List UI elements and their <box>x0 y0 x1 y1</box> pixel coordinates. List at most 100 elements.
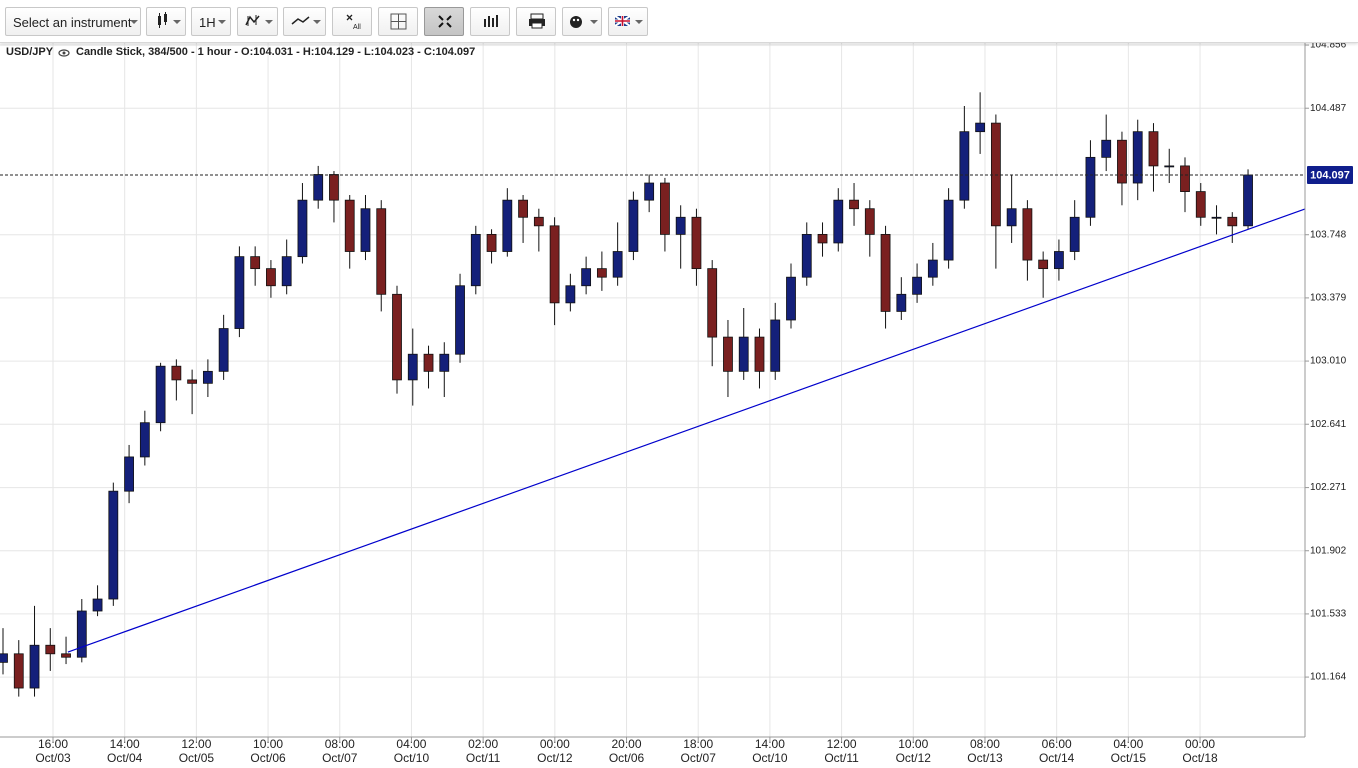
x-tick-date: Oct/03 <box>35 751 71 765</box>
candle-body <box>549 225 560 304</box>
toolbar: Select an instrument 1H All <box>0 0 1358 43</box>
candle-body <box>660 182 670 235</box>
y-tick-label: 101.533 <box>1310 609 1347 620</box>
x-tick-time: 14:00 <box>110 737 140 751</box>
candle-body <box>786 276 796 321</box>
candle-body <box>1006 208 1017 227</box>
y-tick-label: 103.748 <box>1310 229 1347 240</box>
y-tick-label: 102.641 <box>1310 419 1347 430</box>
x-tick-date: Oct/10 <box>752 751 788 765</box>
x-tick-time: 04:00 <box>396 737 426 751</box>
candle-body <box>801 233 812 278</box>
candle-body <box>1132 131 1143 184</box>
candle-body <box>297 199 308 258</box>
candle-body <box>486 233 497 252</box>
candle-body <box>533 216 544 227</box>
candle-body <box>754 336 765 372</box>
candle-body <box>990 122 1001 227</box>
candle-body <box>644 182 655 201</box>
trendline <box>67 208 1305 653</box>
instrument-select[interactable]: Select an instrument <box>5 7 141 36</box>
volume-button[interactable] <box>470 7 510 36</box>
x-tick-date: Oct/06 <box>250 751 286 765</box>
x-tick-time: 00:00 <box>1185 737 1215 751</box>
y-tick-label: 104.487 <box>1310 103 1347 114</box>
candle-body <box>912 276 922 295</box>
candle-body <box>266 268 276 287</box>
candle-body <box>628 199 639 252</box>
x-tick-time: 06:00 <box>1042 737 1072 751</box>
x-tick-time: 10:00 <box>898 737 928 751</box>
candle-body <box>1038 259 1049 270</box>
x-tick-date: Oct/07 <box>322 751 358 765</box>
candle-body <box>344 199 355 252</box>
x-tick-date: Oct/05 <box>179 751 215 765</box>
indicators-button[interactable] <box>237 7 278 36</box>
x-tick-time: 08:00 <box>325 737 355 751</box>
candle-body <box>896 293 907 312</box>
candle-body <box>250 256 261 270</box>
candle-body <box>439 353 450 372</box>
candle-body <box>1085 156 1096 218</box>
candle-body <box>13 653 24 689</box>
candle-body <box>155 365 166 424</box>
candle-body <box>1243 174 1253 227</box>
current-price-box <box>1307 165 1353 184</box>
candle-body <box>0 653 8 663</box>
candle-body <box>470 233 481 287</box>
remove-all-button[interactable]: All <box>332 7 372 36</box>
candle-body <box>360 208 371 252</box>
symbol: USD/JPY <box>6 46 54 58</box>
candle-body <box>612 251 623 278</box>
x-tick-time: 12:00 <box>181 737 211 751</box>
candle-body <box>218 328 229 372</box>
candle-body <box>849 199 859 210</box>
x-tick-date: Oct/10 <box>394 751 430 765</box>
y-tick-label: 103.010 <box>1310 356 1347 367</box>
candle-body <box>376 208 387 295</box>
candle-body <box>581 268 592 287</box>
y-tick-label: 102.271 <box>1310 482 1347 493</box>
chart-type-button[interactable] <box>146 7 186 36</box>
candle-body <box>171 365 182 381</box>
interval-button[interactable]: 1H <box>191 7 231 36</box>
x-tick-date: Oct/12 <box>896 751 932 765</box>
print-button[interactable] <box>516 7 556 36</box>
candle-body <box>1101 139 1112 158</box>
x-tick-time: 08:00 <box>970 737 1000 751</box>
candle-body <box>29 644 40 689</box>
x-tick-time: 10:00 <box>253 737 283 751</box>
candle-body <box>1054 251 1064 270</box>
x-tick-date: Oct/04 <box>107 751 143 765</box>
crosshair-button[interactable] <box>378 7 418 36</box>
x-tick-time: 02:00 <box>468 737 498 751</box>
x-tick-time: 16:00 <box>38 737 68 751</box>
candle-body <box>1195 191 1206 218</box>
x-tick-date: Oct/07 <box>681 751 717 765</box>
chart-description: Candle Stick, 384/500 - 1 hour - O:104.0… <box>76 46 475 58</box>
language-button[interactable] <box>608 7 648 36</box>
visibility-icon[interactable] <box>58 49 70 57</box>
x-tick-date: Oct/12 <box>537 751 573 765</box>
candle-body <box>92 598 103 612</box>
candle-body <box>943 199 954 261</box>
x-tick-date: Oct/15 <box>1111 751 1147 765</box>
svg-text:All: All <box>353 24 361 31</box>
fullscreen-button[interactable] <box>424 7 464 36</box>
candle-body <box>880 233 891 312</box>
y-tick-label: 101.902 <box>1310 545 1347 556</box>
candle-body <box>392 293 402 381</box>
y-tick-label: 101.164 <box>1310 672 1347 683</box>
theme-button[interactable] <box>562 7 602 36</box>
candle-body <box>108 490 119 600</box>
candle-body <box>518 199 528 218</box>
x-tick-date: Oct/18 <box>1182 751 1218 765</box>
candle-body <box>61 653 71 658</box>
candle-body <box>833 199 844 244</box>
drawing-button[interactable] <box>283 7 326 36</box>
candle-body <box>1117 139 1127 184</box>
candle-body <box>975 122 986 133</box>
x-tick-time: 18:00 <box>683 737 713 751</box>
candle-body <box>565 285 576 304</box>
